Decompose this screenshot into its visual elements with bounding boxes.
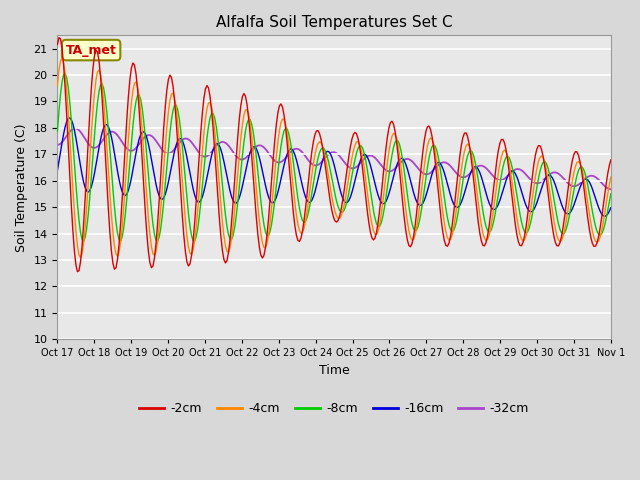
Text: TA_met: TA_met — [66, 44, 116, 57]
X-axis label: Time: Time — [319, 364, 349, 377]
Y-axis label: Soil Temperature (C): Soil Temperature (C) — [15, 123, 28, 252]
Legend: -2cm, -4cm, -8cm, -16cm, -32cm: -2cm, -4cm, -8cm, -16cm, -32cm — [134, 397, 534, 420]
Title: Alfalfa Soil Temperatures Set C: Alfalfa Soil Temperatures Set C — [216, 15, 452, 30]
